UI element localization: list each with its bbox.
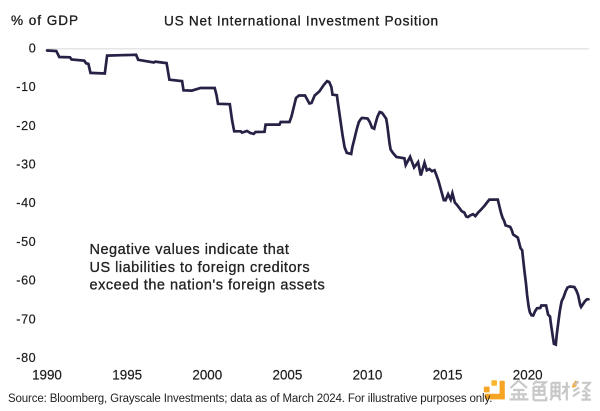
svg-text:-40: -40 [16,196,36,210]
svg-text:US Net International Investmen: US Net International Investment Position [164,14,439,29]
svg-text:2020: 2020 [513,368,543,383]
svg-text:0: 0 [29,41,37,55]
svg-text:Negative values indicate that: Negative values indicate that [90,242,290,258]
svg-text:-70: -70 [16,312,36,326]
svg-text:2000: 2000 [192,368,222,383]
svg-text:-20: -20 [16,119,36,133]
svg-text:-60: -60 [16,274,36,288]
svg-text:-30: -30 [16,158,36,172]
svg-text:1995: 1995 [112,368,142,383]
svg-text:2005: 2005 [273,368,303,383]
svg-text:1990: 1990 [32,368,62,383]
svg-text:-50: -50 [16,235,36,249]
svg-text:2010: 2010 [353,368,383,383]
svg-text:-80: -80 [16,351,36,365]
svg-text:Source: Bloomberg, Grayscale I: Source: Bloomberg, Grayscale Investments… [8,393,492,405]
svg-text:% of GDP: % of GDP [11,13,79,28]
svg-text:US liabilities to foreign cred: US liabilities to foreign creditors [90,260,311,276]
svg-text:-10: -10 [16,80,36,94]
svg-text:2015: 2015 [433,368,463,383]
svg-text:exceed the nation's foreign as: exceed the nation's foreign assets [90,278,326,294]
